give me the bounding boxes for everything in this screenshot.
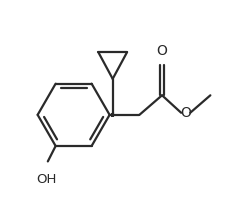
Text: O: O: [156, 44, 167, 58]
Text: OH: OH: [36, 172, 56, 185]
Text: O: O: [180, 105, 191, 119]
